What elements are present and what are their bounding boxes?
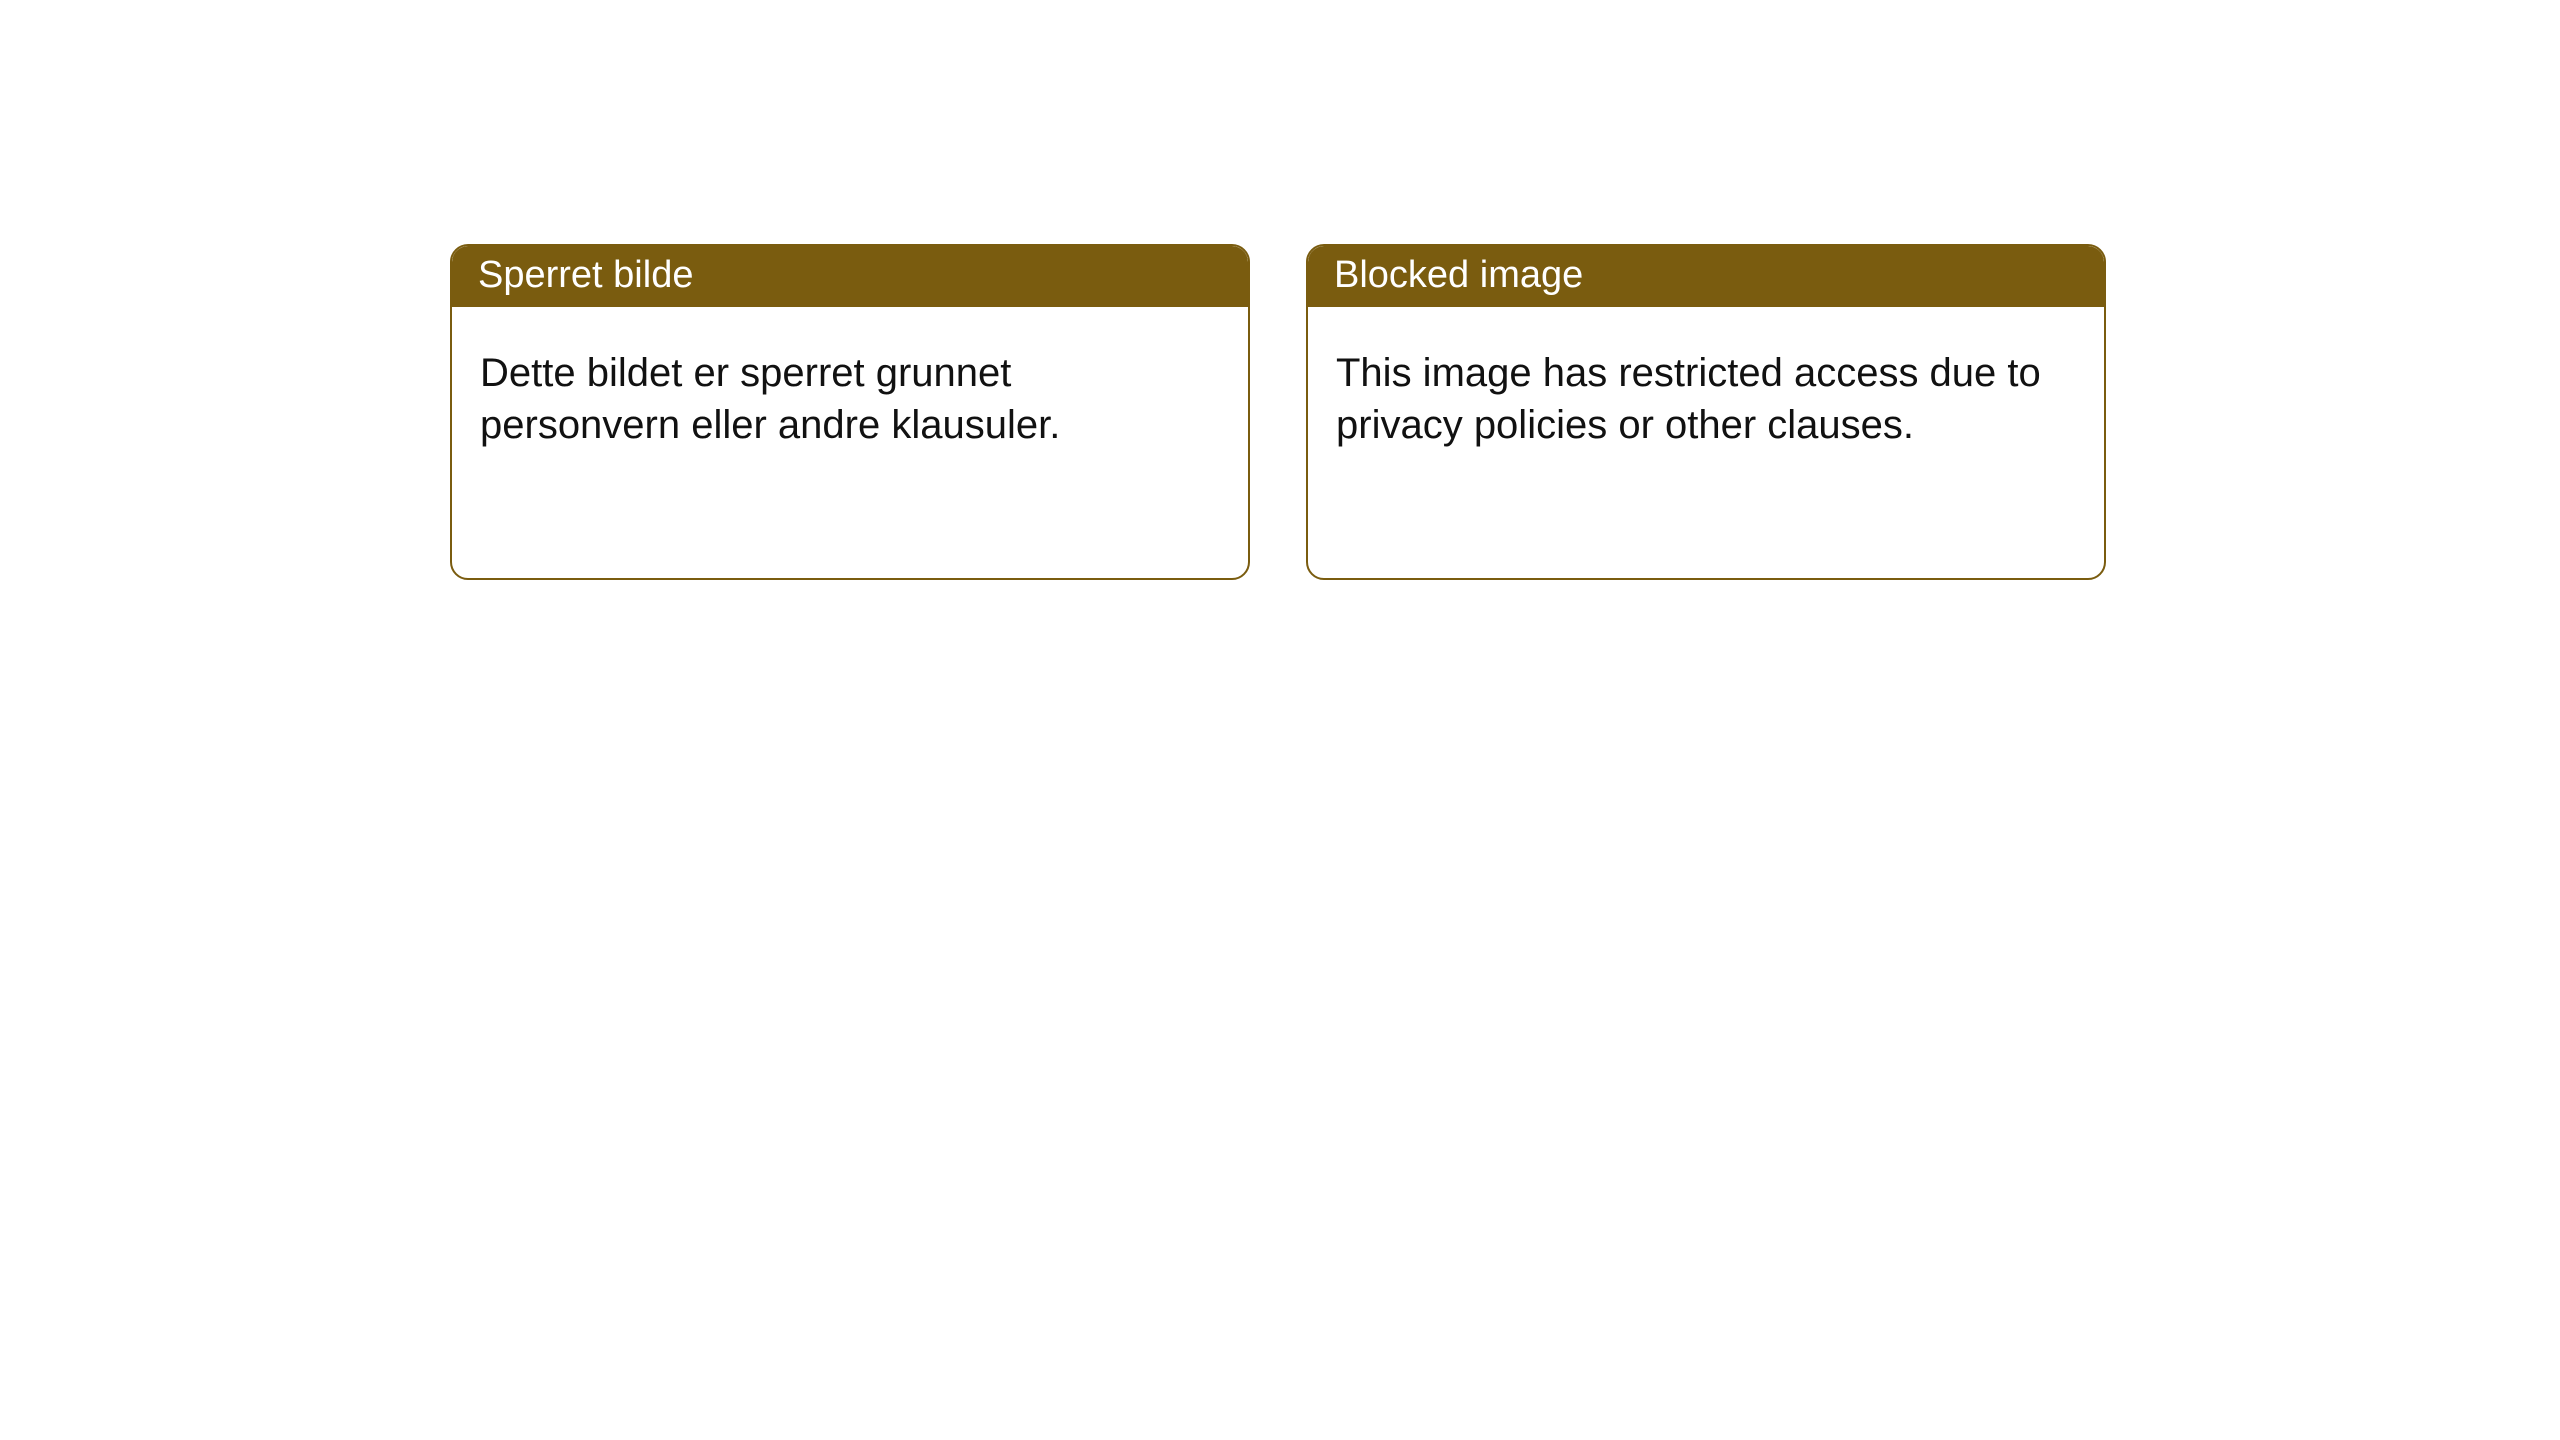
card-header: Blocked image xyxy=(1308,246,2104,307)
card-body: This image has restricted access due to … xyxy=(1308,307,2104,479)
blocked-image-card-no: Sperret bilde Dette bildet er sperret gr… xyxy=(450,244,1250,580)
card-header: Sperret bilde xyxy=(452,246,1248,307)
blocked-image-card-en: Blocked image This image has restricted … xyxy=(1306,244,2106,580)
card-body: Dette bildet er sperret grunnet personve… xyxy=(452,307,1248,479)
cards-container: Sperret bilde Dette bildet er sperret gr… xyxy=(0,0,2560,580)
